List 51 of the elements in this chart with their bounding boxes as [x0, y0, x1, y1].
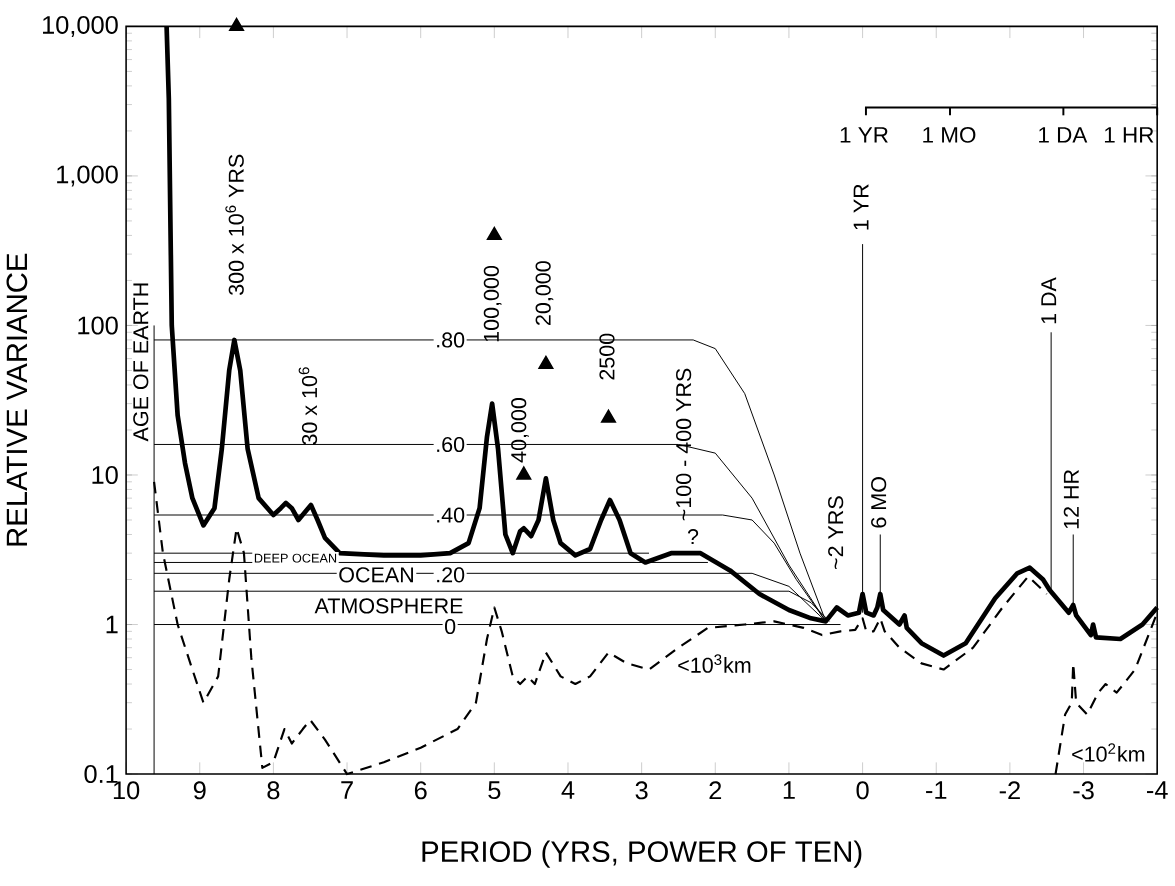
annotation: 300 x 10$^{6}$ YRS — [225, 154, 244, 295]
annotation: AGE OF EARTH — [133, 283, 149, 442]
annotation: 6 MO — [871, 476, 887, 528]
y-tick-label: 10,000 — [43, 15, 118, 37]
annotation: 2500 — [599, 333, 615, 380]
annotation: 1 DA — [1041, 276, 1057, 324]
x-tick-label: 3 — [635, 781, 648, 800]
y-tick-label: 10 — [92, 465, 118, 484]
x-tick-label: 4 — [561, 781, 575, 799]
annotation: 20,000 — [535, 260, 554, 325]
x-tick-label: 9 — [193, 781, 206, 800]
annotation: ~2 YRS — [828, 496, 844, 569]
annotation: 1 HR — [1104, 126, 1154, 143]
x-tick-label: -4 — [1147, 781, 1168, 799]
x-tick-label: 0 — [856, 781, 869, 800]
y-axis-title: RELATIVE VARIANCE — [6, 253, 28, 546]
annotation: DEEP OCEAN — [254, 553, 337, 563]
y-tick-label: 1 — [106, 615, 118, 634]
x-tick-label: 2 — [709, 781, 722, 799]
annotation: 0 — [445, 618, 456, 634]
x-tick-label: 5 — [488, 781, 501, 799]
x-tick-label: 10 — [113, 781, 140, 800]
annotation: .40 — [437, 507, 465, 523]
annotation: 40,000 — [511, 397, 529, 463]
y-tick-label: 1,000 — [57, 165, 118, 187]
annotation: 1 YR — [853, 184, 869, 230]
annotation: .80 — [437, 332, 465, 348]
annotation: <10$^{3}$km — [678, 654, 751, 673]
annotation: 1 YR — [840, 126, 888, 143]
x-tick-label: -1 — [926, 781, 947, 799]
annotation: .20 — [437, 567, 465, 583]
x-tick-label: 8 — [267, 781, 280, 800]
x-tick-label: 1 — [783, 781, 795, 799]
x-tick-label: 7 — [341, 781, 353, 799]
annotation: 1 DA — [1039, 126, 1088, 143]
annotation: ~100 - 400 YRS — [676, 368, 692, 521]
y-tick-label: 0.1 — [84, 764, 118, 783]
x-axis-title: PERIOD (YRS, POWER OF TEN) — [422, 840, 862, 868]
annotation: <10$^{2}$km — [1072, 743, 1145, 762]
y-tick-label: 100 — [78, 316, 118, 335]
annotation: 100,000 — [483, 265, 502, 341]
annotation: 30 x 10$^{6}$ — [298, 367, 318, 445]
annotation: 1 MO — [923, 126, 976, 143]
annotation: OCEAN — [339, 567, 413, 583]
annotation: .60 — [437, 436, 465, 452]
x-tick-label: -2 — [999, 781, 1020, 799]
annotation: ? — [687, 528, 699, 544]
x-tick-label: 6 — [414, 781, 427, 800]
x-tick-label: -3 — [1073, 781, 1094, 800]
annotation: 12 HR — [1063, 469, 1079, 529]
annotation: ATMOSPHERE — [314, 598, 463, 614]
